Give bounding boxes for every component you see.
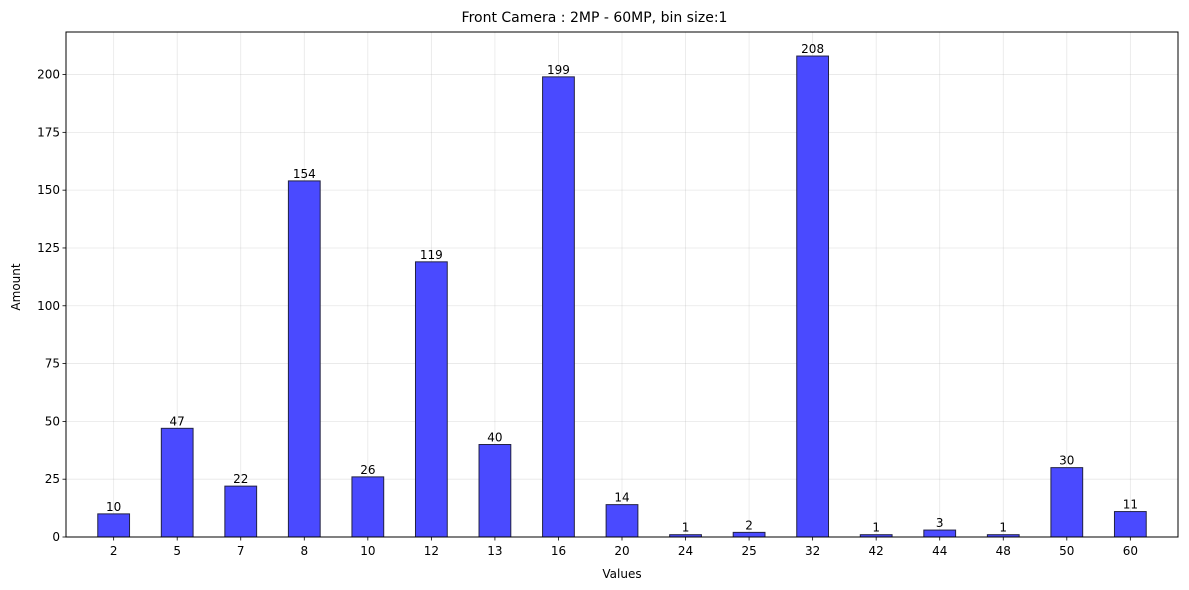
bar-25 <box>732 531 766 538</box>
bar-10 <box>351 476 385 538</box>
bar-13 <box>478 444 512 538</box>
x-tick-label: 48 <box>996 544 1011 558</box>
data-label-8: 154 <box>293 167 316 181</box>
data-label-60: 11 <box>1123 498 1138 512</box>
data-label-25: 2 <box>745 518 753 532</box>
bar-20 <box>605 504 639 538</box>
data-label-20: 14 <box>614 491 629 505</box>
y-tick-label: 100 <box>37 299 60 313</box>
data-label-44: 3 <box>936 516 944 530</box>
data-label-13: 40 <box>487 431 502 445</box>
bar-32 <box>796 55 830 538</box>
bar-44 <box>923 529 957 538</box>
data-label-12: 119 <box>420 248 443 262</box>
bar-50 <box>1050 467 1084 538</box>
data-label-16: 199 <box>547 63 570 77</box>
y-tick-label: 150 <box>37 183 60 197</box>
x-axis-label: Values <box>602 567 641 581</box>
y-tick-label: 200 <box>37 68 60 82</box>
y-tick-label: 25 <box>45 472 60 486</box>
x-tick-label: 32 <box>805 544 820 558</box>
data-labels-group: 10 47 22 154 26 119 40 199 14 1 2 208 1 3 1 30 11 <box>106 42 1138 535</box>
grid-lines <box>66 32 1178 538</box>
bar-16 <box>542 76 575 538</box>
x-tick-label: 2 <box>110 544 118 558</box>
x-tick-label: 8 <box>300 544 308 558</box>
bar-8 <box>287 180 321 538</box>
bars-group <box>97 55 1147 538</box>
y-tick-label: 175 <box>37 125 60 139</box>
x-tick-label: 5 <box>173 544 181 558</box>
bar-5 <box>160 427 194 538</box>
bar-60 <box>1113 511 1147 538</box>
x-tick-label: 24 <box>678 544 693 558</box>
x-tick-label: 16 <box>551 544 566 558</box>
x-tick-label: 25 <box>741 544 756 558</box>
y-tick-label: 0 <box>52 530 60 544</box>
x-tick-label: 12 <box>424 544 439 558</box>
x-tick-label: 60 <box>1123 544 1138 558</box>
bar-2 <box>97 513 131 538</box>
x-axis-ticks: 2 5 7 8 10 12 13 16 20 24 25 32 42 44 48 50 60 <box>110 537 1138 558</box>
x-tick-label: 10 <box>360 544 375 558</box>
data-label-24: 1 <box>682 521 690 535</box>
data-label-48: 1 <box>999 521 1007 535</box>
data-label-10: 26 <box>360 463 375 477</box>
data-label-2: 10 <box>106 500 121 514</box>
data-label-7: 22 <box>233 472 248 486</box>
bar-12 <box>414 261 448 538</box>
y-tick-label: 125 <box>37 241 60 255</box>
data-label-32: 208 <box>801 42 824 56</box>
y-tick-label: 75 <box>45 357 60 371</box>
data-label-42: 1 <box>872 521 880 535</box>
x-tick-label: 44 <box>932 544 947 558</box>
data-label-5: 47 <box>170 414 185 428</box>
y-axis-ticks: 0 25 50 75 100 125 150 175 200 <box>37 68 66 544</box>
x-tick-label: 7 <box>237 544 245 558</box>
y-tick-label: 50 <box>45 414 60 428</box>
y-axis-label: Amount <box>9 263 23 310</box>
bar-7 <box>224 485 258 538</box>
chart-title: Front Camera : 2MP - 60MP, bin size:1 <box>462 10 728 26</box>
x-tick-label: 20 <box>614 544 629 558</box>
x-tick-label: 50 <box>1059 544 1074 558</box>
data-label-50: 30 <box>1059 454 1074 468</box>
x-tick-label: 42 <box>869 544 884 558</box>
x-tick-label: 13 <box>487 544 502 558</box>
